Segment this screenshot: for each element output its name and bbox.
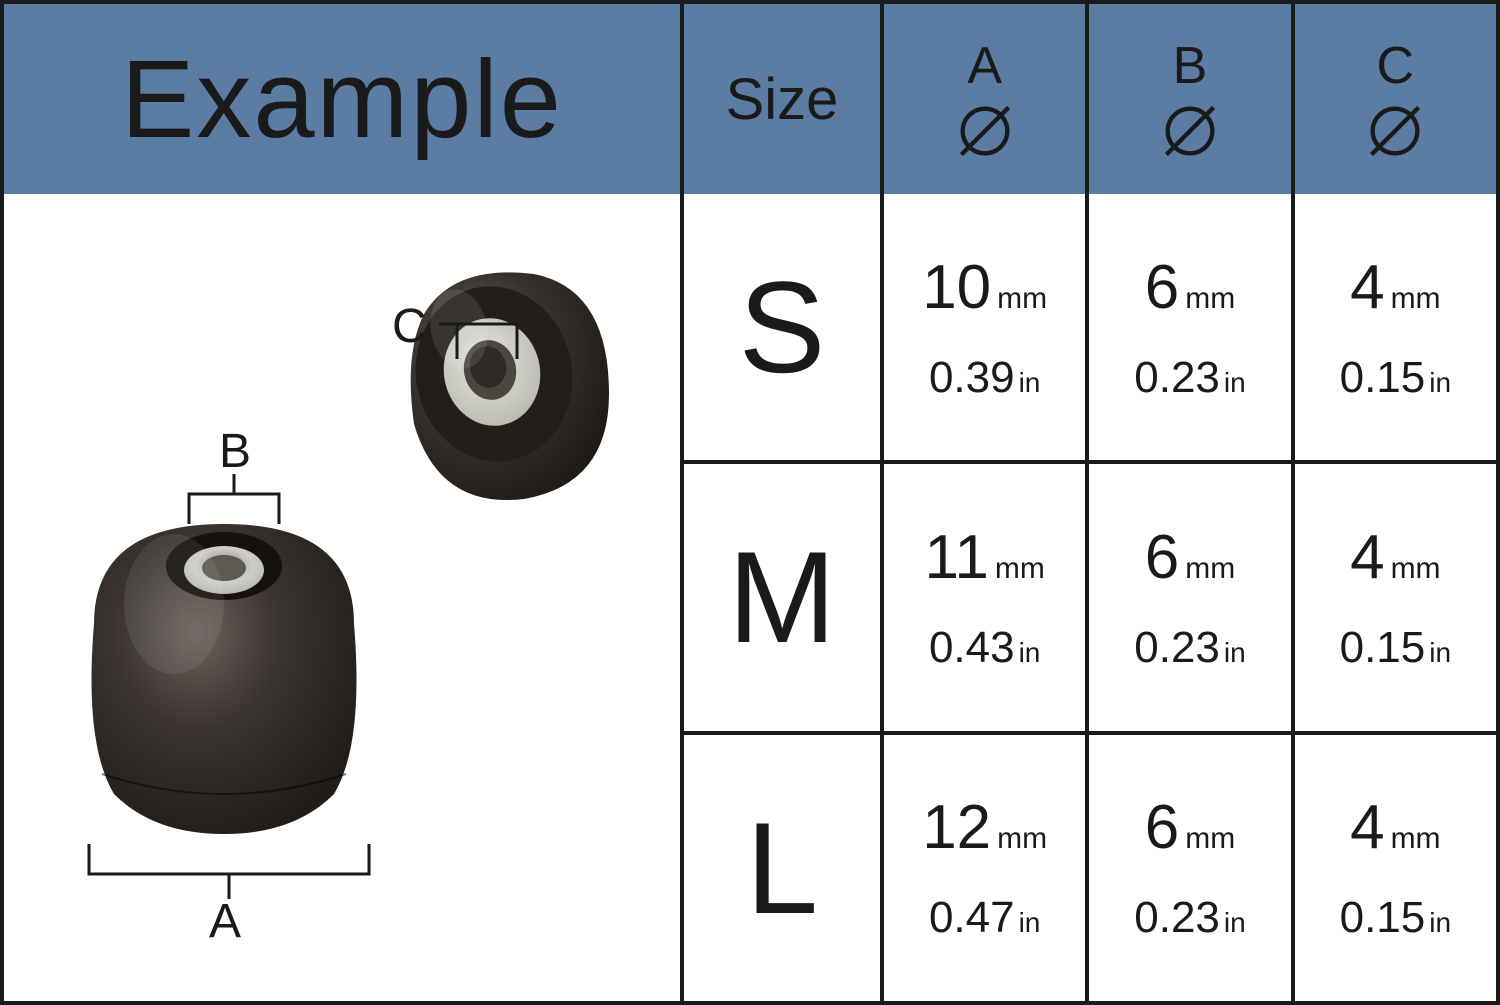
mm-value: 6 [1145,252,1179,323]
mm-unit: mm [1185,822,1235,856]
mm-value: 6 [1145,792,1179,863]
bracket-c [439,299,529,359]
data-row-l: L 12mm 0.47in 6mm 0.23in 4mm 0.15in [684,735,1496,1001]
diagram-label-a: A [209,894,241,949]
in-unit: in [1019,637,1041,669]
in-unit: in [1429,907,1451,939]
mm-unit: mm [1185,552,1235,586]
mm-unit: mm [1391,822,1441,856]
in-unit: in [1224,637,1246,669]
mm-unit: mm [1391,552,1441,586]
diagram-label-b: B [219,424,251,479]
in-unit: in [1224,367,1246,399]
col-header-b: B [1089,4,1294,194]
size-cell: S [684,194,884,460]
value-cell: 4mm 0.15in [1295,464,1496,730]
in-unit: in [1019,907,1041,939]
example-image-cell: B A [4,194,684,1001]
in-value: 0.47 [929,893,1015,943]
mm-value: 4 [1350,792,1384,863]
mm-unit: mm [997,822,1047,856]
size-cell: M [684,464,884,730]
col-header-c: C [1295,4,1496,194]
mm-unit: mm [997,282,1047,316]
earbud-top-illustration [64,494,384,844]
col-letter: C [1377,36,1415,96]
size-cell: L [684,735,884,1001]
col-header-a: A [884,4,1089,194]
in-unit: in [1429,367,1451,399]
diagram-label-c: C [392,299,427,354]
diameter-icon [954,100,1016,162]
mm-unit: mm [1391,282,1441,316]
col-letter: A [967,36,1002,96]
diameter-icon [1159,100,1221,162]
earbud-side-illustration [384,254,624,514]
title-cell: Example [4,4,684,194]
data-row-s: S 10mm 0.39in 6mm 0.23in 4mm 0.15in [684,194,1496,464]
in-value: 0.15 [1340,623,1426,673]
mm-value: 6 [1145,522,1179,593]
value-cell: 11mm 0.43in [884,464,1089,730]
in-value: 0.23 [1134,353,1220,403]
size-chart: Example Size A B C [0,0,1500,1005]
size-header: Size [684,4,884,194]
diameter-icon [1364,100,1426,162]
in-unit: in [1224,907,1246,939]
data-grid: S 10mm 0.39in 6mm 0.23in 4mm 0.15in M [684,194,1496,1001]
in-value: 0.23 [1134,893,1220,943]
value-cell: 10mm 0.39in [884,194,1089,460]
mm-unit: mm [995,552,1045,586]
mm-value: 10 [922,252,991,323]
in-value: 0.15 [1340,893,1426,943]
col-letter: B [1173,36,1208,96]
body-row: B A [4,194,1496,1001]
value-cell: 6mm 0.23in [1089,194,1294,460]
in-value: 0.43 [929,623,1015,673]
header-row: Example Size A B C [4,4,1496,194]
in-value: 0.15 [1340,353,1426,403]
in-unit: in [1429,637,1451,669]
mm-value: 4 [1350,252,1384,323]
in-value: 0.23 [1134,623,1220,673]
mm-unit: mm [1185,282,1235,316]
mm-value: 11 [924,522,988,593]
mm-value: 4 [1350,522,1384,593]
value-cell: 12mm 0.47in [884,735,1089,1001]
data-row-m: M 11mm 0.43in 6mm 0.23in 4mm 0.15in [684,464,1496,734]
bracket-b [174,474,294,524]
value-cell: 6mm 0.23in [1089,464,1294,730]
mm-value: 12 [922,792,991,863]
in-unit: in [1019,367,1041,399]
in-value: 0.39 [929,353,1015,403]
value-cell: 4mm 0.15in [1295,194,1496,460]
value-cell: 4mm 0.15in [1295,735,1496,1001]
value-cell: 6mm 0.23in [1089,735,1294,1001]
